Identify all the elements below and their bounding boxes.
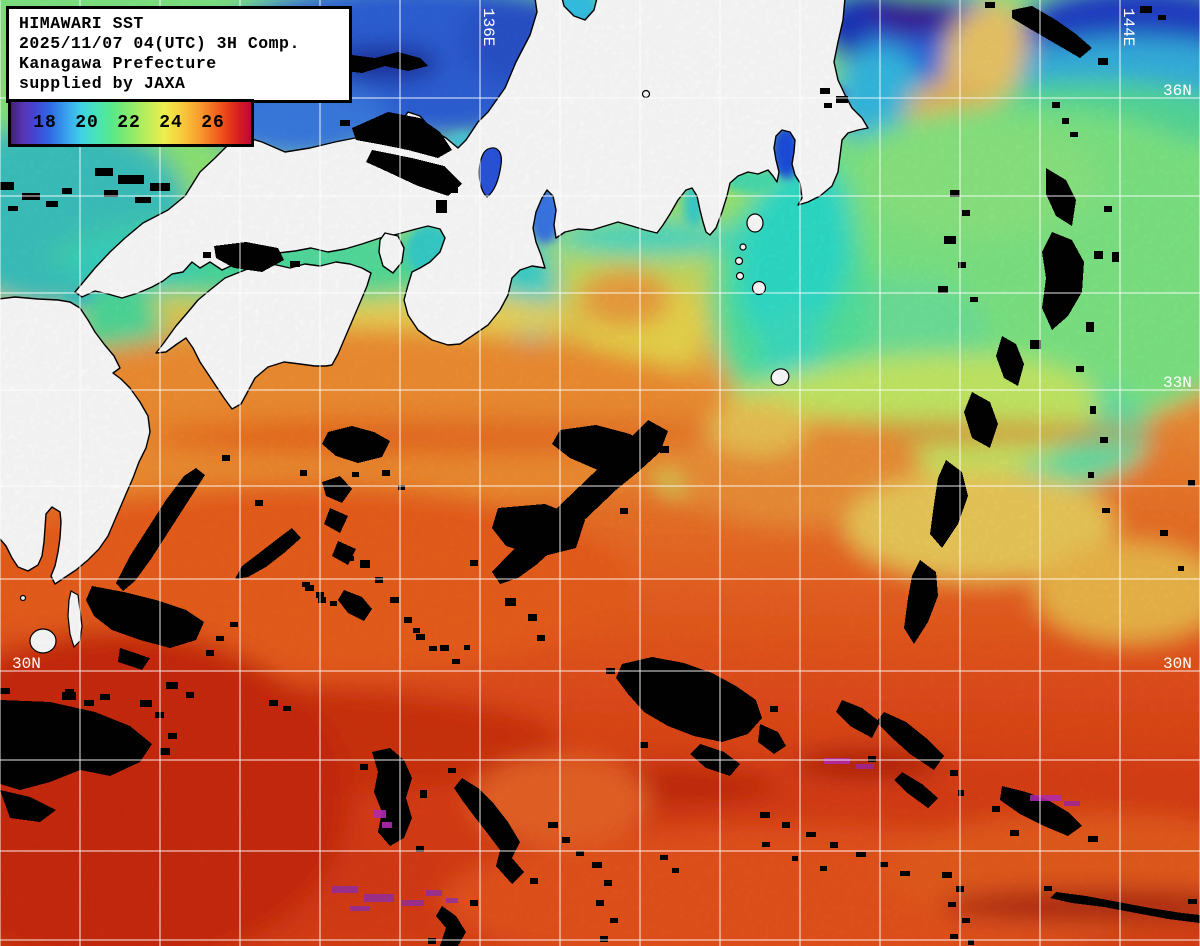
grid-label-144E: 144E (1119, 8, 1137, 46)
grid-label-30N: 30N (12, 655, 41, 673)
grid-label-30N: 30N (1163, 655, 1192, 673)
datetime-composite-info: 2025/11/07 04(UTC) 3H Comp. (19, 34, 300, 53)
colorbar-tick-26: 26 (201, 113, 225, 133)
grid-label-136E: 136E (479, 8, 497, 46)
product-title: HIMAWARI SST (19, 14, 144, 33)
latlon-grid-labels: 136E 144E 36N 33N 30N 30N (12, 8, 1192, 673)
grid-label-33N: 33N (1163, 374, 1192, 392)
data-supplier-label: supplied by JAXA (19, 74, 186, 93)
colorbar-tick-20: 20 (75, 113, 99, 133)
prefecture-label: Kanagawa Prefecture (19, 54, 217, 73)
sst-colorbar: 18 20 22 24 26 (8, 99, 254, 147)
colorbar-tick-18: 18 (33, 113, 57, 133)
title-box: HIMAWARI SST 2025/11/07 04(UTC) 3H Comp.… (6, 6, 352, 103)
colorbar-tick-22: 22 (117, 113, 141, 133)
colorbar-tick-24: 24 (159, 113, 183, 133)
grid-label-36N: 36N (1163, 82, 1192, 100)
